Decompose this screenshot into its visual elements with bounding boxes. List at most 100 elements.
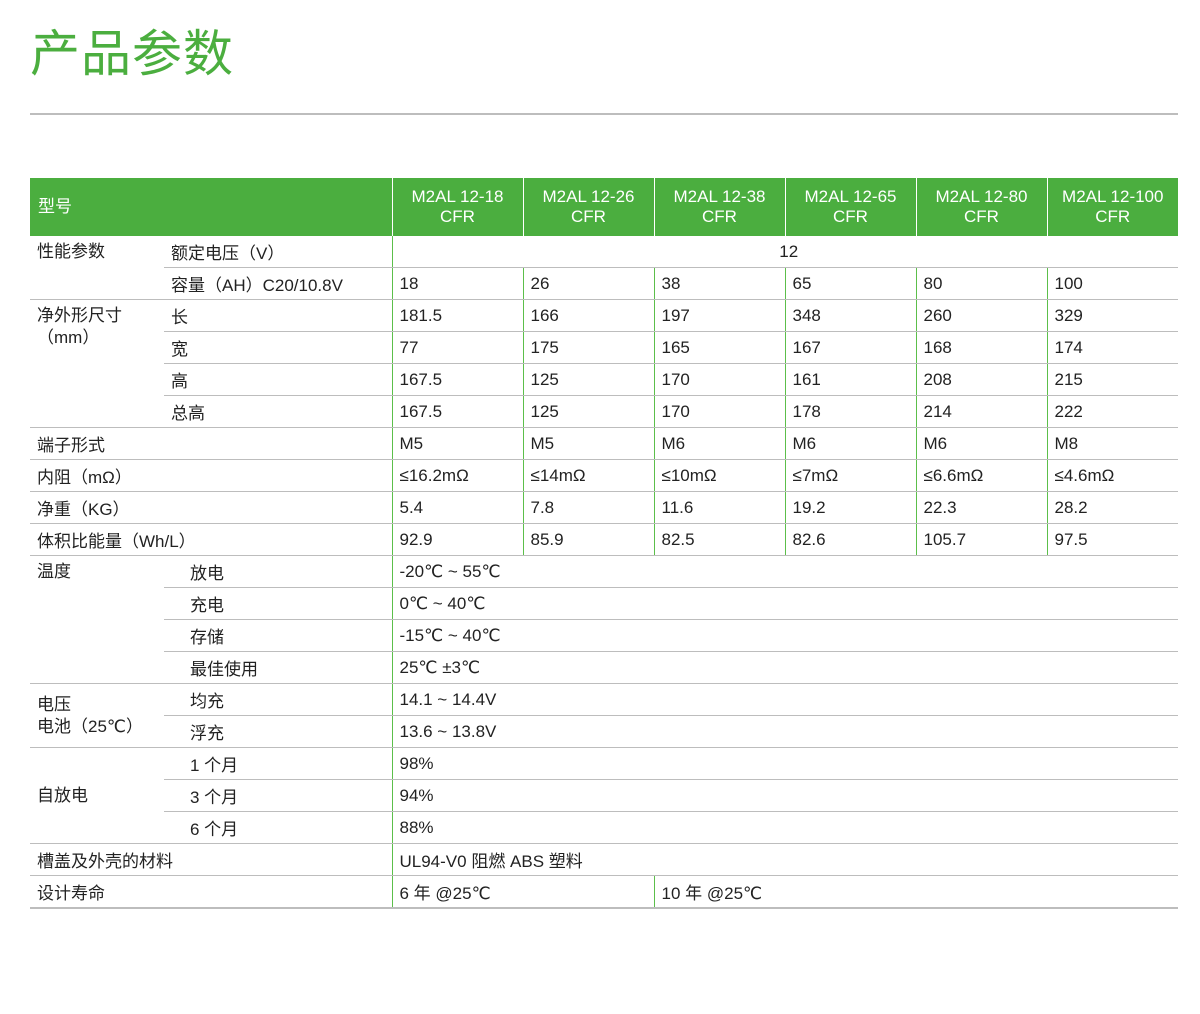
value-cell: 175: [522, 331, 654, 364]
value-cell: 168: [915, 331, 1047, 364]
row-label: 设计寿命: [30, 875, 392, 909]
value-cell: 178: [784, 395, 916, 428]
table-row: 高 167.5 125 170 161 208 215: [30, 363, 1178, 396]
value-cell: 28.2: [1046, 491, 1178, 524]
value-cell: 25℃ ±3℃: [391, 651, 1178, 684]
row-label: 浮充: [164, 715, 392, 748]
table-row: 内阻（mΩ） ≤16.2mΩ ≤14mΩ ≤10mΩ ≤7mΩ ≤6.6mΩ ≤4.6mΩ: [30, 459, 1178, 492]
row-label: 端子形式: [30, 427, 392, 460]
spec-table: 型号 M2AL 12-18 CFR M2AL 12-26 CFR M2AL 12-3…: [30, 178, 1178, 909]
value-cell: 80: [915, 267, 1047, 300]
value-cell: M6: [653, 427, 785, 460]
value-cell: 26: [522, 267, 654, 300]
group-label: 性能参数: [30, 236, 164, 300]
table-row: 最佳使用 25℃ ±3℃: [30, 651, 1178, 684]
value-cell: 22.3: [915, 491, 1047, 524]
value-cell: 97.5: [1046, 523, 1178, 556]
value-cell: 215: [1046, 363, 1178, 396]
value-cell: 167.5: [391, 395, 523, 428]
value-cell: 7.8: [522, 491, 654, 524]
row-label: 槽盖及外壳的材料: [30, 843, 392, 876]
value-cell: -15℃ ~ 40℃: [391, 619, 1178, 652]
model-header: M2AL 12-100 CFR: [1046, 178, 1178, 236]
value-cell: 92.9: [391, 523, 523, 556]
value-cell: 161: [784, 363, 916, 396]
value-cell: M5: [391, 427, 523, 460]
table-row: 6 个月 88%: [30, 811, 1178, 844]
value-cell: 125: [522, 395, 654, 428]
row-label: 体积比能量（Wh/L）: [30, 523, 392, 556]
table-row: 净重（KG） 5.4 7.8 11.6 19.2 22.3 28.2: [30, 491, 1178, 524]
value-cell: 13.6 ~ 13.8V: [391, 715, 1178, 748]
value-cell: 222: [1046, 395, 1178, 428]
row-label: 存储: [164, 619, 392, 652]
value-cell: 10 年 @25℃: [653, 875, 1178, 909]
divider: [30, 113, 1178, 115]
table-row: 槽盖及外壳的材料 UL94-V0 阻燃 ABS 塑料: [30, 843, 1178, 876]
row-label: 均充: [164, 683, 392, 716]
row-label: 长: [164, 299, 392, 332]
value-cell: 329: [1046, 299, 1178, 332]
value-cell: 105.7: [915, 523, 1047, 556]
value-cell: 82.6: [784, 523, 916, 556]
model-header: M2AL 12-38 CFR: [653, 178, 785, 236]
value-cell: ≤10mΩ: [653, 459, 785, 492]
value-cell: 260: [915, 299, 1047, 332]
table-row: 充电 0℃ ~ 40℃: [30, 587, 1178, 620]
row-label: 内阻（mΩ）: [30, 459, 392, 492]
value-cell: 197: [653, 299, 785, 332]
table-row: 净外形尺寸 （mm）长 181.5 166 197 348 260 329: [30, 299, 1178, 428]
value-cell: 85.9: [522, 523, 654, 556]
value-cell: 65: [784, 267, 916, 300]
value-cell: 0℃ ~ 40℃: [391, 587, 1178, 620]
row-label: 宽: [164, 331, 392, 364]
value-cell: 181.5: [391, 299, 523, 332]
value-cell: 18: [391, 267, 523, 300]
value-cell: M6: [784, 427, 916, 460]
model-header: M2AL 12-18 CFR: [391, 178, 523, 236]
value-cell: ≤4.6mΩ: [1046, 459, 1178, 492]
model-header: M2AL 12-65 CFR: [784, 178, 916, 236]
value-cell: 125: [522, 363, 654, 396]
table-row: 宽 77 175 165 167 168 174: [30, 331, 1178, 364]
row-label: 放电: [164, 555, 392, 588]
value-cell: 6 年 @25℃: [391, 875, 654, 909]
row-label: 额定电压（V）: [164, 236, 392, 268]
value-cell: 167.5: [391, 363, 523, 396]
group-label: 自放电: [30, 747, 164, 844]
row-label: 充电: [164, 587, 392, 620]
page-title: 产品参数: [30, 26, 234, 82]
table-row: 3 个月 94%: [30, 779, 1178, 812]
value-cell: 170: [653, 395, 785, 428]
row-label: 3 个月: [164, 779, 392, 812]
table-row: 总高 167.5 125 170 178 214 222: [30, 395, 1178, 428]
table-row: 温度 放电 -20℃ ~ 55℃: [30, 555, 1178, 684]
value-cell: ≤7mΩ: [784, 459, 916, 492]
value-cell: 208: [915, 363, 1047, 396]
value-cell: 19.2: [784, 491, 916, 524]
group-label: 电压 电池（25℃）: [30, 683, 164, 748]
model-header: M2AL 12-80 CFR: [915, 178, 1047, 236]
value-cell: 94%: [391, 779, 1178, 812]
table-row: 端子形式 M5 M5 M6 M6 M6 M8: [30, 427, 1178, 460]
value-cell: 77: [391, 331, 523, 364]
row-label: 容量（AH）C20/10.8V: [164, 267, 392, 300]
value-cell: 12: [391, 236, 1178, 268]
row-label: 1 个月: [164, 747, 392, 780]
model-header: M2AL 12-26 CFR: [522, 178, 654, 236]
table-row: 性能参数 额定电压（V） 12: [30, 236, 1178, 300]
table-row: 存储 -15℃ ~ 40℃: [30, 619, 1178, 652]
value-cell: 98%: [391, 747, 1178, 780]
model-header-label: 型号: [30, 178, 392, 236]
table-row: 自放电 1 个月 98%: [30, 747, 1178, 844]
table-row: 浮充 13.6 ~ 13.8V: [30, 715, 1178, 748]
value-cell: 5.4: [391, 491, 523, 524]
value-cell: 38: [653, 267, 785, 300]
group-label: 温度: [30, 555, 164, 684]
value-cell: 82.5: [653, 523, 785, 556]
table-row: 容量（AH）C20/10.8V 18 26 38 65 80 100: [30, 267, 1178, 300]
row-label: 高: [164, 363, 392, 396]
value-cell: 165: [653, 331, 785, 364]
value-cell: -20℃ ~ 55℃: [391, 555, 1178, 588]
row-label: 6 个月: [164, 811, 392, 844]
